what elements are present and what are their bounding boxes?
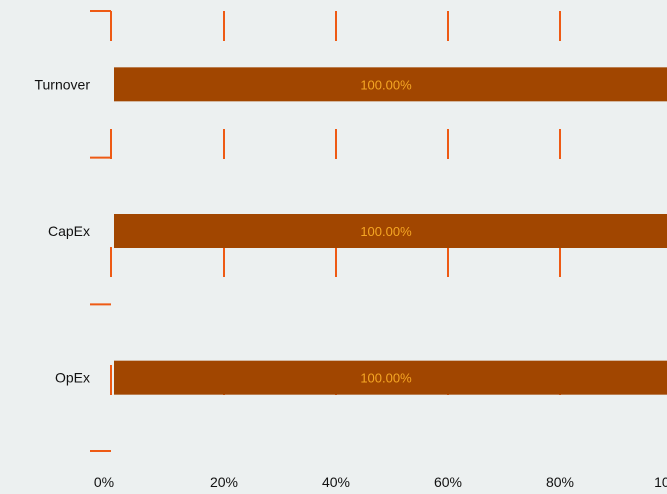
category-label-opex: OpEx bbox=[55, 370, 90, 386]
x-tick-label-0: 0% bbox=[94, 474, 114, 490]
bar-opex bbox=[114, 360, 667, 395]
bar-turnover bbox=[114, 67, 667, 102]
x-tick-label-20: 20% bbox=[210, 474, 238, 490]
x-tick-label-40: 40% bbox=[322, 474, 350, 490]
x-tick-label-80: 80% bbox=[546, 474, 574, 490]
x-tick-label-100: 100% bbox=[654, 474, 667, 490]
category-label-turnover: Turnover bbox=[34, 76, 90, 92]
x-tick-label-60: 60% bbox=[434, 474, 462, 490]
data-label-opex: 100.00% bbox=[360, 371, 412, 386]
bar-capex bbox=[114, 214, 667, 248]
category-label-capex: CapEx bbox=[48, 223, 90, 239]
data-label-turnover: 100.00% bbox=[360, 77, 412, 92]
data-label-capex: 100.00% bbox=[360, 224, 412, 239]
